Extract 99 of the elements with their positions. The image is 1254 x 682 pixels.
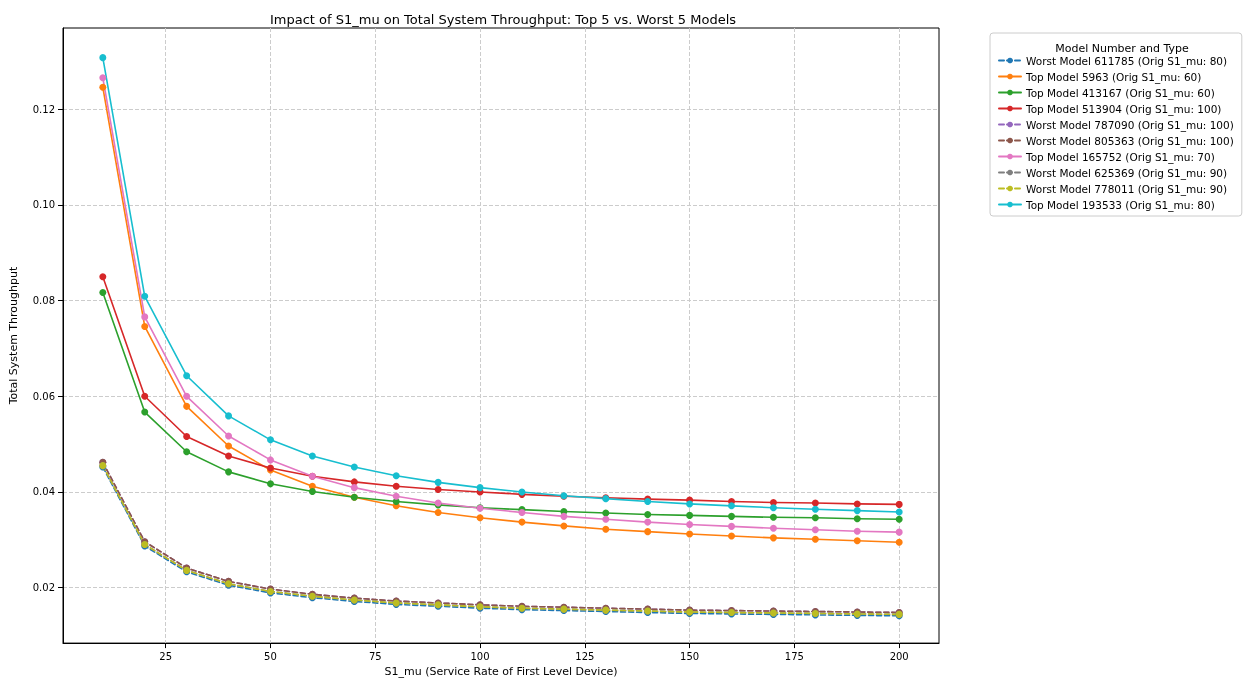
point <box>225 452 233 460</box>
point <box>602 525 610 533</box>
x-axis-title: S1_mu (Service Rate of First Level Device) <box>384 665 618 678</box>
point <box>895 508 903 516</box>
point <box>853 515 861 523</box>
point <box>769 513 777 521</box>
legend-label: Worst Model 787090 (Orig S1_mu: 100) <box>1026 118 1234 132</box>
legend-title: Model Number and Type <box>1055 42 1190 55</box>
point <box>99 54 107 62</box>
point <box>141 408 149 416</box>
point <box>728 532 736 540</box>
point <box>183 392 191 400</box>
point <box>99 289 107 296</box>
chart-title: Impact of S1_mu on Total System Throughput: Top 5 vs. Worst 5 Models <box>269 12 737 27</box>
point <box>602 515 610 523</box>
point <box>99 74 107 82</box>
point <box>728 522 736 530</box>
point <box>602 509 610 517</box>
point <box>350 463 358 471</box>
point <box>686 511 694 519</box>
legend-label: Top Model 513904 (Orig S1_mu: 100) <box>1025 102 1222 116</box>
legend-label: Top Model 5963 (Orig S1_mu: 60) <box>1025 70 1202 84</box>
legend-label: Top Model 165752 (Orig S1_mu: 70) <box>1025 150 1215 164</box>
point <box>434 486 442 494</box>
point <box>853 537 861 545</box>
point <box>476 484 484 492</box>
y-tick-label: 0.02 <box>32 582 55 594</box>
point <box>895 515 903 523</box>
point <box>141 392 149 400</box>
point <box>686 500 694 508</box>
point <box>392 492 400 500</box>
y-tick-label: 0.04 <box>32 486 55 498</box>
legend-label: Worst Model 805363 (Orig S1_mu: 100) <box>1026 134 1234 148</box>
point <box>686 530 694 538</box>
point <box>350 478 358 486</box>
point <box>183 448 191 456</box>
point <box>266 456 274 464</box>
point <box>308 487 316 495</box>
point <box>141 292 149 300</box>
point <box>895 538 903 546</box>
y-tick-label: 0.10 <box>32 199 55 211</box>
point <box>434 478 442 486</box>
point <box>644 518 652 526</box>
point <box>811 499 819 507</box>
point <box>560 512 568 520</box>
point <box>895 500 903 508</box>
point <box>225 468 233 476</box>
point <box>99 273 107 281</box>
y-tick-label: 0.12 <box>32 103 55 115</box>
y-axis-title: Total System Throughput <box>7 266 20 406</box>
point <box>183 402 191 410</box>
point <box>476 514 484 522</box>
point <box>308 452 316 460</box>
point <box>225 442 233 450</box>
point <box>141 313 149 321</box>
point <box>811 514 819 522</box>
point <box>350 484 358 492</box>
point <box>225 412 233 420</box>
point <box>686 520 694 528</box>
point <box>895 528 903 536</box>
point <box>811 535 819 543</box>
point <box>183 432 191 440</box>
point <box>225 432 233 440</box>
point <box>141 322 149 330</box>
point <box>266 480 274 488</box>
point <box>769 504 777 512</box>
point <box>434 509 442 517</box>
x-tick-label: 25 <box>159 650 173 662</box>
x-tick-label: 100 <box>470 650 490 662</box>
x-tick-label: 75 <box>368 650 382 662</box>
x-tick-label: 150 <box>680 650 700 662</box>
point <box>644 528 652 536</box>
point <box>728 502 736 510</box>
point <box>392 482 400 490</box>
x-tick-label: 175 <box>784 650 804 662</box>
y-tick-label: 0.06 <box>32 390 55 402</box>
x-tick-label: 200 <box>889 650 909 662</box>
point <box>811 505 819 513</box>
point <box>99 83 107 91</box>
point <box>769 524 777 532</box>
point <box>644 510 652 518</box>
point <box>853 500 861 508</box>
point <box>853 527 861 535</box>
point <box>560 522 568 530</box>
point <box>853 507 861 515</box>
point <box>183 372 191 380</box>
x-tick-label: 125 <box>575 650 595 662</box>
legend-label: Top Model 413167 (Orig S1_mu: 60) <box>1025 86 1215 100</box>
legend-label: Worst Model 625369 (Orig S1_mu: 90) <box>1026 166 1228 180</box>
point <box>811 526 819 534</box>
point <box>392 472 400 480</box>
point <box>728 512 736 520</box>
legend-label: Worst Model 611785 (Orig S1_mu: 80) <box>1026 54 1228 68</box>
point <box>266 436 274 444</box>
y-tick-label: 0.08 <box>32 295 55 307</box>
legend-label: Top Model 193533 (Orig S1_mu: 80) <box>1025 198 1215 212</box>
x-tick-label: 50 <box>264 650 277 662</box>
legend-label: Worst Model 778011 (Orig S1_mu: 90) <box>1026 182 1228 196</box>
point <box>769 534 777 542</box>
